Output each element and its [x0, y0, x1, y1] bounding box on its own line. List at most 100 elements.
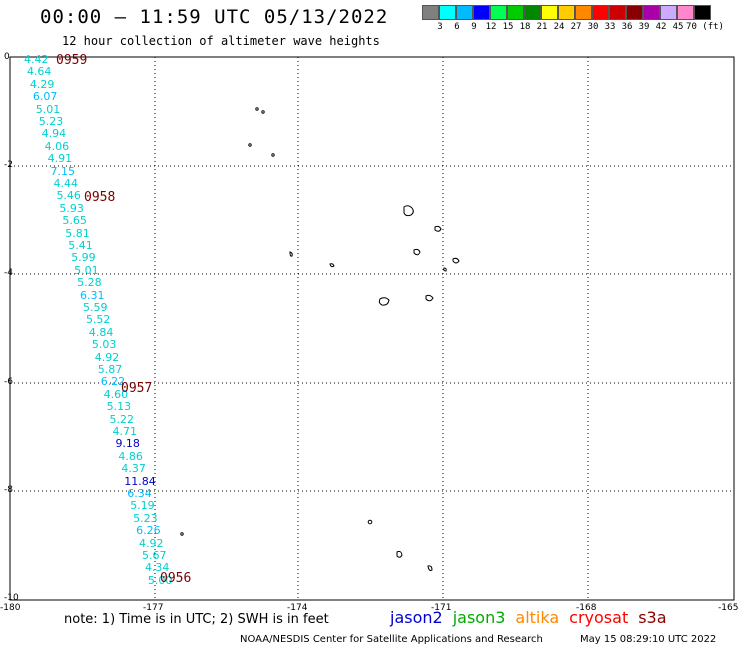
swh-value: 5.22 [109, 412, 135, 426]
color-scale-label: 9 [471, 22, 477, 32]
color-scale-label: 27 [570, 22, 582, 32]
color-swatch [626, 5, 643, 20]
swh-value: 6.26 [136, 524, 161, 538]
color-swatch [439, 5, 456, 20]
swh-value: 4.71 [112, 425, 138, 438]
swh-value: 5.01 [74, 263, 99, 277]
color-swatch [456, 5, 473, 20]
island [443, 267, 447, 272]
x-tick-label: -174 [287, 603, 308, 613]
swh-value: 4.42 [24, 53, 49, 66]
grid-lines [10, 57, 734, 600]
y-tick-label: -2 [4, 160, 13, 170]
swh-value: 5.67 [142, 549, 167, 562]
swh-value: 5.41 [68, 239, 93, 252]
island [427, 565, 433, 571]
color-swatch [524, 5, 541, 20]
x-tick-label: -177 [143, 603, 164, 613]
swh-value: 11.84 [124, 474, 156, 488]
island [425, 294, 434, 302]
time-label: 0959 [56, 53, 88, 68]
x-tick-label: -165 [718, 603, 739, 613]
swh-value: 5.81 [65, 226, 90, 240]
color-swatch [490, 5, 507, 20]
island [378, 297, 390, 306]
swh-value: 9.18 [115, 437, 140, 451]
swh-value: 5.87 [97, 363, 123, 376]
island [329, 263, 335, 268]
swh-value: 4.29 [29, 77, 55, 91]
island [452, 257, 460, 264]
swh-value: 5.13 [106, 400, 132, 414]
island [434, 225, 442, 232]
color-scale-label: 12 [485, 22, 497, 32]
color-scale-label: 70 (ft) [686, 22, 724, 32]
color-scale-label: 36 [621, 22, 633, 32]
color-swatch [558, 5, 575, 20]
color-scale-label: 6 [454, 22, 460, 32]
swh-value: 5.65 [62, 214, 87, 228]
swh-value: 6.22 [100, 375, 126, 389]
y-tick-label: -8 [4, 485, 13, 495]
x-tick-label: -171 [431, 603, 452, 613]
swh-value: 4.92 [139, 536, 164, 550]
swh-value: 5.03 [91, 338, 117, 352]
time-label: 0957 [121, 381, 153, 396]
swh-value: 6.34 [127, 487, 152, 500]
color-scale-label: 18 [519, 22, 531, 32]
color-swatch [541, 5, 558, 20]
map-border [9, 56, 735, 601]
island [271, 153, 275, 157]
color-swatch [677, 5, 694, 20]
y-tick-label: -4 [4, 268, 13, 278]
color-swatch [473, 5, 490, 20]
swh-value: 5.52 [85, 313, 111, 327]
swh-value: 5.28 [77, 276, 102, 290]
map-subtitle: 12 hour collection of altimeter wave hei… [62, 34, 380, 48]
swh-value: 4.60 [103, 387, 129, 401]
y-tick-label: -6 [4, 377, 13, 387]
legend-entry: jason3 [452, 608, 506, 627]
swh-value: 4.86 [118, 449, 143, 463]
legend-entry: altika [515, 608, 560, 627]
island [255, 107, 259, 111]
y-tick-label: -10 [4, 593, 19, 603]
footnote: note: 1) Time is in UTC; 2) SWH is in fe… [64, 612, 329, 627]
color-scale-label: 3 [437, 22, 443, 32]
color-scale-label: 24 [553, 22, 565, 32]
island-outlines [180, 107, 460, 571]
island [289, 251, 293, 257]
swh-value: 5.93 [59, 201, 84, 215]
color-scale-label: 39 [638, 22, 650, 32]
island [396, 550, 403, 558]
color-scale-label: 42 [655, 22, 667, 32]
satellite-legend: jason2 jason3 altika cryosat s3a [390, 608, 677, 627]
color-swatch [507, 5, 524, 20]
color-scale-label: 15 [502, 22, 514, 32]
time-label: 0958 [84, 190, 116, 205]
swh-value: 5.01 [35, 102, 61, 116]
swh-value: 5.59 [83, 301, 108, 314]
swh-value: 5.23 [38, 115, 64, 128]
swh-value: 4.64 [26, 65, 52, 79]
color-scale-label: 33 [604, 22, 616, 32]
color-scale-labels: 3 6 9 12 15 18 21 24 27 30 33 36 39 42 45 70 (ft) [422, 22, 740, 34]
island [367, 519, 373, 525]
map-title: 00:00 – 11:59 UTC 05/13/2022 [40, 6, 389, 28]
x-tick-label: -180 [0, 603, 21, 613]
color-scale-label: 45 [672, 22, 684, 32]
swh-value: 5.46 [56, 189, 81, 203]
swh-value: 4.84 [88, 325, 114, 339]
color-swatch [575, 5, 592, 20]
island [261, 110, 265, 114]
swh-value: 5.99 [71, 251, 96, 265]
island [413, 248, 421, 256]
swh-value: 4.06 [44, 139, 70, 153]
swh-value: 6.31 [80, 288, 105, 302]
swh-value: 5.23 [133, 511, 158, 525]
swh-value: 4.37 [121, 462, 146, 476]
color-scale [422, 5, 711, 20]
color-swatch [660, 5, 677, 20]
legend-entry: jason2 [390, 608, 443, 627]
